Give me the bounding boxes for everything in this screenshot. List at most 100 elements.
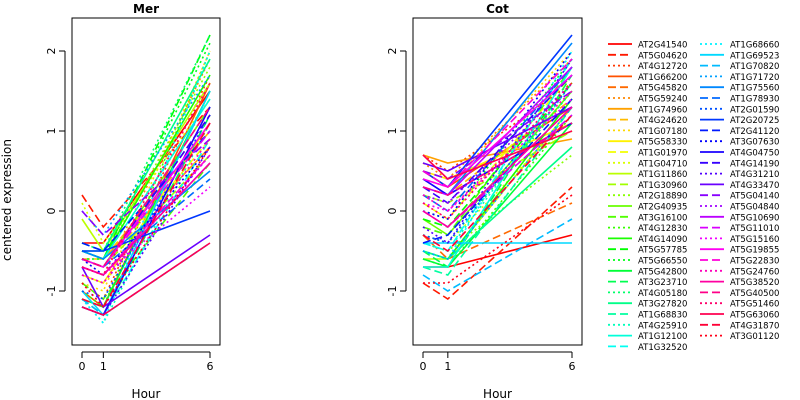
legend-label: AT5G57785	[638, 246, 687, 256]
series-line-at5g04840	[422, 82, 573, 204]
series-line-at5g15160	[422, 98, 573, 212]
legend-label: AT4G05180	[638, 289, 687, 299]
y-tick-label: 0	[45, 208, 58, 215]
series-line-at3g01120	[423, 194, 573, 284]
legend-label: AT5G58330	[638, 138, 687, 148]
series-line-at1g12100	[423, 66, 573, 268]
legend-label: AT1G12100	[638, 332, 687, 342]
legend-label: AT3G23710	[638, 278, 687, 288]
legend-label: AT4G14190	[730, 159, 779, 169]
series-line-at5g04620	[422, 186, 573, 301]
legend-label: AT4G31210	[730, 170, 779, 180]
legend-label: AT1G71720	[730, 73, 779, 83]
series-line-at5g40500	[81, 106, 211, 268]
series-line-at5g63060	[81, 242, 211, 316]
legend-label: AT1G11860	[638, 170, 687, 180]
series-line-at1g71720	[422, 106, 573, 260]
series-line-at2g01590	[422, 82, 573, 244]
legend-label: AT1G78930	[730, 95, 779, 105]
series-line-at4g04750	[81, 106, 211, 316]
legend-label: AT5G19855	[730, 246, 779, 256]
series-line-at2g20725	[422, 34, 573, 189]
series-line-at4g31210	[81, 146, 211, 316]
legend-label: AT3G27820	[638, 300, 687, 310]
x-tick-label: 0	[420, 360, 427, 373]
legend-label: AT4G24620	[638, 116, 687, 126]
legend-label: AT4G14090	[638, 235, 687, 245]
series-line-at1g70820	[422, 218, 573, 292]
y-tick-label: -1	[45, 286, 58, 297]
legend-label: AT5G59240	[638, 95, 687, 105]
x-axis-label: Hour	[483, 387, 512, 400]
y-tick-label: -1	[386, 286, 399, 297]
series-line-at5g04620	[81, 106, 211, 229]
legend-label: AT1G30960	[638, 181, 687, 191]
x-tick-label: 1	[100, 360, 107, 373]
legend-label: AT5G45820	[638, 84, 687, 94]
legend-label: AT2G18890	[638, 192, 687, 202]
series-line-at5g63060	[422, 130, 573, 180]
series-line-at4g33470	[422, 106, 573, 172]
legend-label: AT1G01970	[638, 149, 687, 159]
series-line-at1g71720	[81, 74, 211, 237]
legend-label: AT2G20725	[730, 116, 779, 126]
series-line-at1g04710	[81, 98, 211, 245]
series-line-at3g16100	[81, 162, 211, 301]
y-tick-label: 0	[386, 208, 399, 215]
legend-label: AT5G04620	[638, 51, 687, 61]
legend-label: AT1G68660	[730, 41, 779, 51]
legend-label: AT4G33470	[730, 181, 779, 191]
panel-title: Mer	[133, 2, 159, 16]
legend-label: AT1G69523	[730, 51, 779, 61]
legend-label: AT2G41120	[730, 127, 779, 137]
legend-label: AT5G04840	[730, 203, 779, 213]
series-line-at3g07630	[422, 50, 573, 220]
plot-frame	[71, 17, 221, 346]
series-line-at1g68830	[422, 106, 573, 276]
legend-label: AT1G04710	[638, 159, 687, 169]
legend-label: AT5G15160	[730, 235, 779, 245]
legend-label: AT3G16100	[638, 213, 687, 223]
panel-mer: Mer 0 1 6 Hour -1 0 1 2	[45, 2, 221, 400]
x-tick-label: 6	[207, 360, 214, 373]
legend-label: AT3G01120	[730, 332, 779, 342]
legend-label: AT5G66550	[638, 257, 687, 267]
legend-label: AT5G42800	[638, 267, 687, 277]
series-line-at2g41120	[81, 130, 211, 252]
legend-label: AT2G40935	[638, 203, 687, 213]
series-line-at5g22830	[422, 58, 573, 189]
legend-label: AT2G41540	[638, 41, 687, 51]
x-tick-label: 6	[569, 360, 576, 373]
legend-label: AT4G31870	[730, 321, 779, 331]
legend-label: AT1G75560	[730, 84, 779, 94]
series-line-at5g45820	[422, 202, 573, 260]
legend-label: AT5G11010	[730, 224, 779, 234]
x-tick-label: 1	[444, 360, 451, 373]
series-line-at1g68660	[81, 50, 211, 325]
legend-label: AT1G74960	[638, 105, 687, 115]
panel-title: Cot	[486, 2, 509, 16]
legend-label: AT4G04750	[730, 149, 779, 159]
legend-label: AT5G04140	[730, 192, 779, 202]
legend-label: AT1G32520	[638, 343, 687, 353]
plot-frame	[412, 17, 583, 346]
legend-label: AT1G66200	[638, 73, 687, 83]
x-tick-label: 0	[79, 360, 86, 373]
legend-label: AT4G12720	[638, 62, 687, 72]
panel-cot: Cot 0 1 6 Hour -1 0 1 2	[386, 2, 583, 400]
x-axis-label: Hour	[132, 387, 161, 400]
legend-label: AT4G25910	[638, 321, 687, 331]
legend-label: AT5G40500	[730, 289, 779, 299]
legend-label: AT1G07180	[638, 127, 687, 137]
series-line-at3g01120	[81, 146, 211, 309]
y-tick-label: 2	[386, 48, 399, 55]
series-line-at4g31870	[81, 122, 211, 308]
y-tick-label: 1	[45, 128, 58, 135]
series-line-at4g31870	[422, 114, 573, 253]
series-line-at4g33470	[81, 234, 211, 309]
legend-label: AT3G07630	[730, 138, 779, 148]
legend: AT2G41540AT5G04620AT4G12720AT1G66200AT5G…	[608, 41, 779, 353]
legend-label: AT5G51460	[730, 300, 779, 310]
legend-label: AT1G70820	[730, 62, 779, 72]
